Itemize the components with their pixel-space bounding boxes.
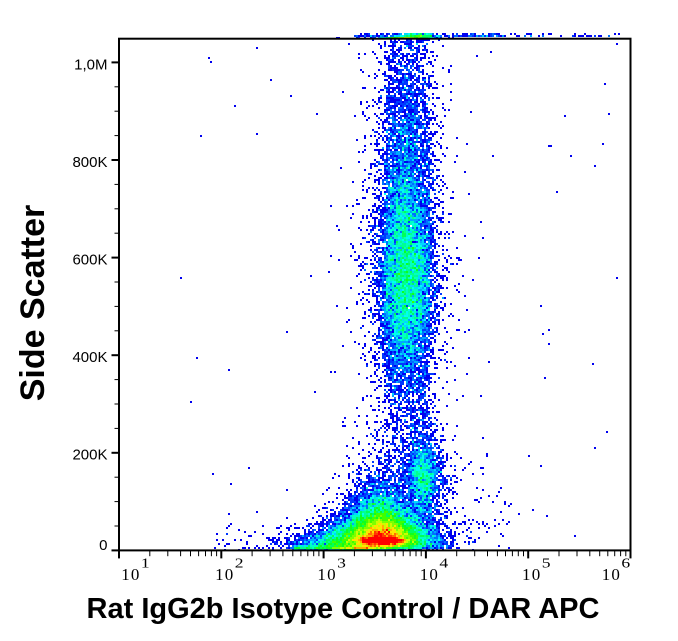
svg-text:1,0M: 1,0M bbox=[74, 56, 107, 73]
svg-text:Side Scatter: Side Scatter bbox=[14, 205, 52, 402]
svg-text:800K: 800K bbox=[72, 154, 107, 171]
svg-text:10: 10 bbox=[215, 565, 234, 584]
svg-text:1: 1 bbox=[141, 556, 150, 571]
svg-text:10: 10 bbox=[522, 565, 541, 584]
svg-text:5: 5 bbox=[542, 556, 551, 571]
svg-text:400K: 400K bbox=[72, 349, 107, 366]
svg-text:10: 10 bbox=[317, 565, 336, 584]
svg-text:3: 3 bbox=[337, 556, 346, 571]
svg-text:4: 4 bbox=[439, 556, 448, 571]
svg-text:10: 10 bbox=[602, 565, 621, 584]
svg-text:6: 6 bbox=[621, 556, 630, 571]
svg-text:10: 10 bbox=[420, 565, 439, 584]
svg-text:10: 10 bbox=[121, 565, 140, 584]
svg-text:2: 2 bbox=[235, 556, 244, 571]
svg-text:600K: 600K bbox=[72, 252, 107, 269]
svg-text:200K: 200K bbox=[72, 447, 107, 464]
svg-text:Rat IgG2b Isotype Control / DA: Rat IgG2b Isotype Control / DAR APC bbox=[87, 593, 600, 625]
svg-text:0: 0 bbox=[99, 537, 107, 554]
